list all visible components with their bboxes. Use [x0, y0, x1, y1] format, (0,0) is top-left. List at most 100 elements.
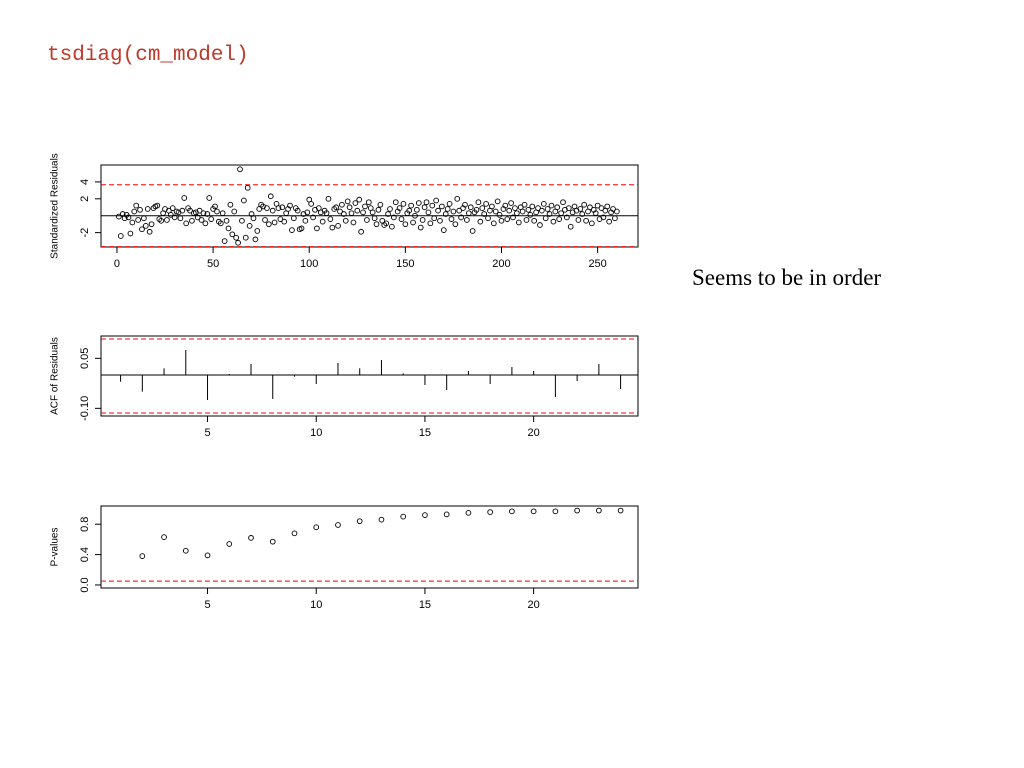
- point: [408, 202, 414, 209]
- point: [352, 200, 359, 206]
- point: [610, 206, 616, 212]
- y-tick-label: -0.10: [79, 396, 91, 421]
- y-tick-label: 0.05: [79, 348, 91, 369]
- point: [465, 509, 472, 516]
- x-tick-label: 15: [419, 427, 431, 439]
- point: [587, 204, 593, 211]
- point: [473, 206, 480, 213]
- point: [437, 217, 443, 224]
- x-tick-label: 20: [528, 599, 540, 611]
- point: [525, 206, 532, 213]
- point: [406, 207, 413, 214]
- point: [144, 206, 151, 212]
- point: [530, 508, 537, 515]
- point: [494, 198, 501, 205]
- point: [148, 221, 155, 228]
- point: [477, 218, 484, 225]
- point: [204, 552, 211, 559]
- point: [546, 211, 553, 217]
- point: [373, 221, 380, 228]
- point: [279, 204, 286, 211]
- point: [287, 202, 293, 209]
- point: [167, 212, 174, 218]
- point: [422, 512, 428, 518]
- point: [554, 204, 561, 211]
- point: [327, 216, 334, 222]
- point: [378, 516, 385, 523]
- point: [242, 234, 249, 241]
- point: [177, 215, 184, 222]
- point: [289, 227, 295, 233]
- y-tick-label: 0.4: [79, 547, 91, 562]
- point: [181, 195, 188, 201]
- point: [314, 225, 320, 232]
- point: [575, 217, 582, 223]
- x-tick-label: 20: [528, 427, 540, 439]
- point: [583, 217, 589, 224]
- point: [429, 202, 436, 209]
- point: [442, 211, 449, 217]
- point: [214, 208, 220, 215]
- point: [383, 220, 389, 227]
- point: [487, 509, 494, 515]
- y-tick-label: 0.8: [79, 517, 91, 532]
- point: [302, 217, 309, 224]
- point: [452, 221, 459, 228]
- point: [310, 214, 316, 221]
- x-tick-label: 15: [419, 599, 431, 611]
- point: [515, 219, 522, 226]
- point: [510, 214, 516, 221]
- point: [594, 202, 601, 209]
- point: [139, 226, 145, 233]
- point: [531, 217, 538, 224]
- point: [335, 223, 341, 229]
- point: [364, 217, 370, 223]
- x-tick-label: 5: [204, 427, 210, 439]
- point: [392, 199, 399, 206]
- y-axis-label: ACF of Residuals: [50, 337, 61, 415]
- point: [421, 204, 428, 211]
- point: [139, 553, 146, 559]
- point: [171, 214, 178, 221]
- point: [337, 208, 343, 215]
- point: [241, 197, 247, 204]
- point: [360, 209, 366, 216]
- point: [358, 228, 364, 235]
- point: [431, 215, 438, 222]
- point: [142, 223, 149, 229]
- point: [475, 199, 482, 206]
- point: [548, 202, 555, 209]
- point: [389, 223, 395, 230]
- point: [483, 201, 489, 207]
- point: [512, 205, 518, 211]
- point: [519, 208, 526, 215]
- point: [227, 201, 234, 208]
- point: [269, 207, 276, 214]
- point: [596, 507, 602, 514]
- point: [182, 547, 189, 554]
- point: [229, 231, 236, 238]
- point: [425, 209, 432, 216]
- slide-title: tsdiag(cm_model): [47, 44, 249, 67]
- point: [298, 225, 305, 232]
- y-tick-label: 0.0: [79, 577, 91, 592]
- point: [377, 201, 384, 208]
- point: [116, 213, 122, 220]
- point: [444, 206, 451, 212]
- point: [335, 522, 341, 528]
- point: [385, 211, 391, 217]
- point: [146, 228, 153, 235]
- plot-frame: [100, 505, 639, 589]
- point: [396, 205, 403, 211]
- point: [133, 202, 140, 209]
- point: [419, 217, 426, 223]
- point: [423, 199, 430, 206]
- point: [467, 204, 474, 211]
- point: [439, 203, 445, 210]
- point: [398, 216, 405, 222]
- point: [521, 201, 528, 208]
- point: [504, 216, 511, 222]
- point: [592, 210, 599, 217]
